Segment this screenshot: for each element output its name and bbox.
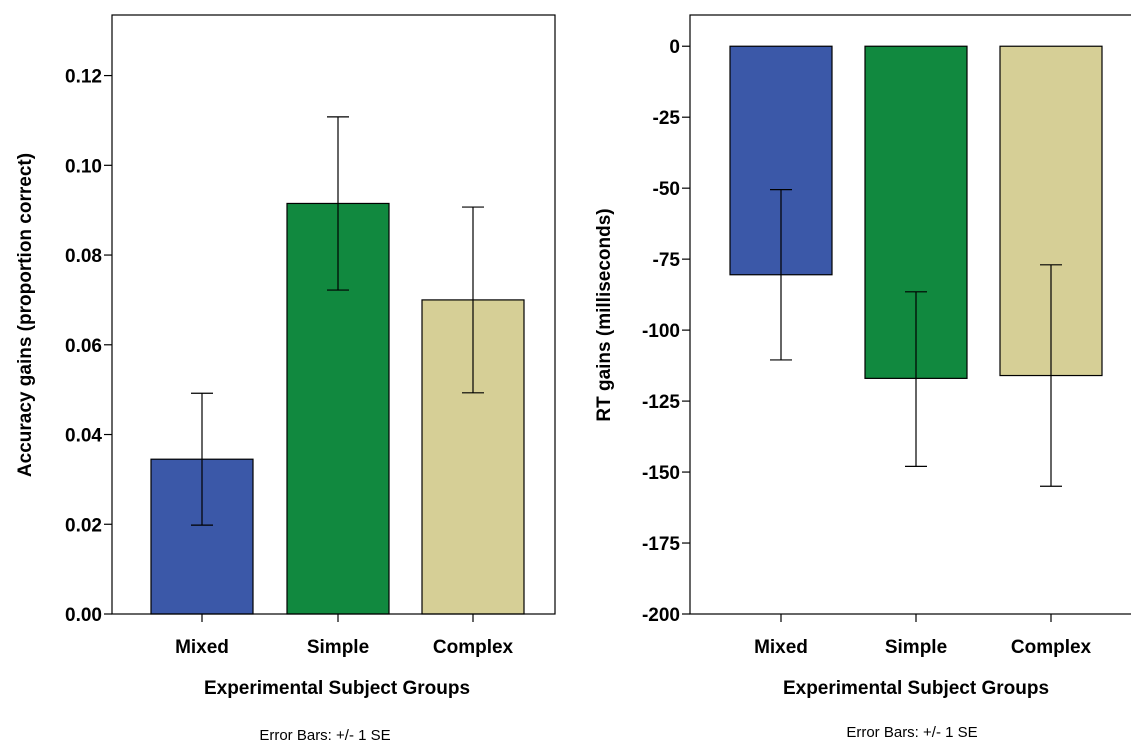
accuracy-error-bars bbox=[191, 116, 484, 526]
rt-y-axis-title: RT gains (milliseconds) bbox=[594, 208, 615, 421]
accuracy-y-tick-label: 0.08 bbox=[65, 246, 102, 267]
accuracy-x-tick-label-simple: Simple bbox=[307, 637, 369, 658]
rt-plot-frame bbox=[689, 14, 1131, 615]
rt-x-tick-label-simple: Simple bbox=[885, 637, 947, 658]
accuracy-y-axis-title: Accuracy gains (proportion correct) bbox=[15, 153, 36, 477]
rt-chart: 0 -25 -50 -75 -100 -125 -150 -175 -200 Mixed Simp… bbox=[594, 14, 1131, 741]
accuracy-y-tick-label: 0.04 bbox=[65, 426, 102, 447]
rt-y-tick-label: -150 bbox=[642, 463, 680, 484]
rt-x-tick-label-mixed: Mixed bbox=[754, 637, 808, 658]
rt-error-note: Error Bars: +/- 1 SE bbox=[846, 724, 977, 741]
accuracy-plot-frame bbox=[111, 14, 556, 615]
rt-x-axis: Mixed Simple Complex bbox=[754, 614, 1092, 658]
rt-y-tick-label: -25 bbox=[653, 108, 681, 129]
rt-y-tick-label: -75 bbox=[653, 250, 681, 271]
accuracy-y-axis: 0.00 0.02 0.04 0.06 0.08 0.10 0.12 bbox=[65, 67, 112, 626]
rt-x-axis-title: Experimental Subject Groups bbox=[783, 678, 1049, 699]
rt-y-axis: 0 -25 -50 -75 -100 -125 -150 -175 -200 bbox=[642, 37, 690, 626]
accuracy-y-tick-label: 0.00 bbox=[65, 605, 102, 626]
accuracy-y-tick-label: 0.10 bbox=[65, 156, 102, 177]
rt-y-tick-label: 0 bbox=[669, 37, 680, 58]
accuracy-x-axis-title: Experimental Subject Groups bbox=[204, 678, 470, 699]
accuracy-x-tick-label-complex: Complex bbox=[433, 637, 514, 658]
accuracy-x-tick-label-mixed: Mixed bbox=[175, 637, 229, 658]
rt-y-tick-label: -175 bbox=[642, 534, 680, 555]
rt-y-tick-label: -200 bbox=[642, 605, 680, 626]
accuracy-y-tick-label: 0.12 bbox=[65, 67, 102, 88]
accuracy-chart: 0.00 0.02 0.04 0.06 0.08 0.10 0.12 Mixed Simple… bbox=[15, 14, 556, 742]
accuracy-x-axis: Mixed Simple Complex bbox=[175, 614, 514, 658]
rt-y-tick-label: -50 bbox=[653, 179, 680, 200]
accuracy-error-note: Error Bars: +/- 1 SE bbox=[259, 727, 390, 742]
rt-y-tick-label: -100 bbox=[642, 321, 680, 342]
rt-x-tick-label-complex: Complex bbox=[1011, 637, 1092, 658]
accuracy-y-tick-label: 0.06 bbox=[65, 336, 102, 357]
accuracy-y-tick-label: 0.02 bbox=[65, 515, 102, 536]
rt-y-tick-label: -125 bbox=[642, 392, 680, 413]
rt-error-bars bbox=[770, 188, 1062, 487]
